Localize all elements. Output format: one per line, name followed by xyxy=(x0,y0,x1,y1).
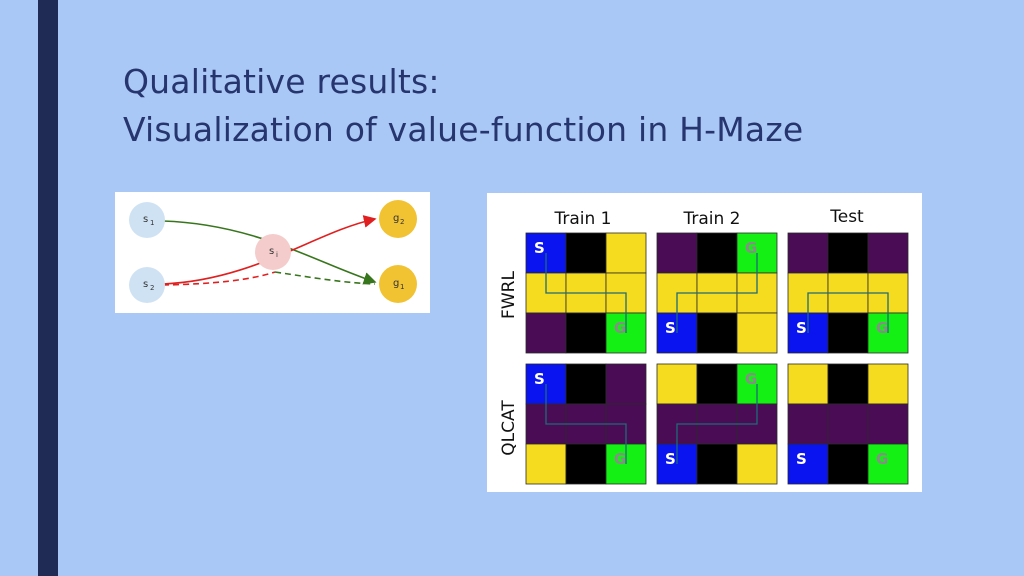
node-g2 xyxy=(379,200,417,238)
node-si-sub: i xyxy=(276,251,278,259)
trajectory-line xyxy=(545,384,627,464)
slide-title-line-1: Qualitative results: xyxy=(123,62,440,101)
maze-cell xyxy=(696,443,738,485)
maze-cell xyxy=(867,363,909,405)
maze-cell xyxy=(787,232,829,274)
maze-cell xyxy=(787,443,829,485)
maze-cell xyxy=(787,403,829,445)
edge-si-g1-dashed xyxy=(274,271,376,285)
trajectory-line xyxy=(676,253,758,333)
maze-cell xyxy=(827,443,869,485)
edge-s2-si-dashed xyxy=(162,271,276,286)
column-header-test: Test xyxy=(829,207,864,227)
maze-cell xyxy=(525,443,567,485)
maze-cell xyxy=(787,363,829,405)
maze-cell xyxy=(565,443,607,485)
goal-marker: G xyxy=(614,450,626,468)
node-si-label: s xyxy=(269,246,274,257)
slide-accent-bar xyxy=(38,0,58,576)
maze-cell xyxy=(736,443,778,485)
start-marker: S xyxy=(665,450,676,468)
start-marker: S xyxy=(534,239,545,257)
path-diagram: s 1 s 2 s i g 2 g 1 xyxy=(115,192,430,313)
maze-cell xyxy=(525,312,567,354)
maze-figure-svg: Train 1 Train 2 Test FWRL QLCAT S G G S S G S G… xyxy=(499,207,909,485)
start-marker: S xyxy=(796,319,807,337)
trajectory-line xyxy=(807,292,889,333)
node-g2-sub: 2 xyxy=(400,218,404,226)
node-si xyxy=(255,234,291,270)
maze-cell xyxy=(827,232,869,274)
maze-cell xyxy=(827,363,869,405)
maze-cell xyxy=(867,232,909,274)
node-s2-label: s xyxy=(143,279,148,290)
node-s2 xyxy=(129,267,165,303)
goal-marker: G xyxy=(876,450,888,468)
maze-cell xyxy=(565,363,607,405)
maze-cell xyxy=(736,312,778,354)
node-g2-label: g xyxy=(393,213,399,224)
maze-cell xyxy=(565,232,607,274)
node-g1 xyxy=(379,265,417,303)
goal-marker: G xyxy=(614,319,626,337)
node-g1-label: g xyxy=(393,278,399,289)
maze-cell xyxy=(565,312,607,354)
row-header-qlcat: QLCAT xyxy=(499,400,519,456)
maze-cell xyxy=(867,403,909,445)
maze-cell xyxy=(867,443,909,485)
node-s1-label: s xyxy=(143,214,148,225)
maze-cell xyxy=(605,363,647,405)
maze-cell xyxy=(656,232,698,274)
maze-figure: Train 1 Train 2 Test FWRL QLCAT S G G S S G S G… xyxy=(487,193,922,492)
node-s1-sub: 1 xyxy=(150,219,154,227)
goal-marker: G xyxy=(745,239,757,257)
maze-cell xyxy=(605,232,647,274)
start-marker: S xyxy=(796,450,807,468)
maze-cell xyxy=(696,312,738,354)
maze-cell xyxy=(827,312,869,354)
column-header-train-2: Train 2 xyxy=(682,209,740,229)
maze-cell xyxy=(827,403,869,445)
maze-trajectories xyxy=(545,253,889,464)
start-marker: S xyxy=(534,370,545,388)
start-marker: S xyxy=(665,319,676,337)
maze-grids: S G G S S G S G G S S G xyxy=(525,232,909,485)
goal-marker: G xyxy=(745,370,757,388)
column-header-train-1: Train 1 xyxy=(553,209,611,229)
path-diagram-svg: s 1 s 2 s i g 2 g 1 xyxy=(129,200,417,303)
goal-marker: G xyxy=(876,319,888,337)
maze-cell xyxy=(696,363,738,405)
slide-title-line-2: Visualization of value-function in H-Maz… xyxy=(123,110,804,149)
trajectory-line xyxy=(676,384,758,464)
node-s2-sub: 2 xyxy=(150,284,154,292)
maze-cell xyxy=(656,363,698,405)
node-s1 xyxy=(129,202,165,238)
trajectory-line xyxy=(545,253,627,333)
maze-cell xyxy=(696,232,738,274)
node-g1-sub: 1 xyxy=(400,283,404,291)
row-header-fwrl: FWRL xyxy=(499,271,519,319)
